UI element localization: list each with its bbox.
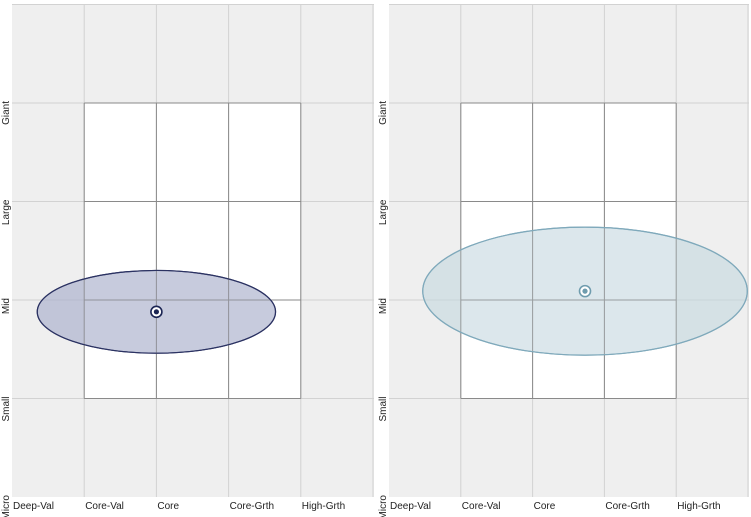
x-tick-label: Core-Grth: [605, 501, 649, 512]
y-tick-label: Micro: [1, 495, 12, 517]
y-tick-label: Small: [378, 397, 389, 422]
x-tick-label: Deep-Val: [390, 501, 431, 512]
style-box-chart-2: Deep-Val Core-Val Core Core-Grth High-Grth Mi…: [378, 4, 749, 517]
x-tick-label: Core: [157, 501, 179, 512]
y-tick-label: Giant: [378, 101, 389, 125]
x-tick-label: High-Grth: [677, 501, 720, 512]
x-tick-label: Core-Val: [85, 501, 124, 512]
x-tick-label: Deep-Val: [13, 501, 54, 512]
y-tick-label: Mid: [378, 298, 389, 314]
y-tick-label: Micro: [378, 495, 389, 517]
y-tick-label: Small: [1, 397, 12, 422]
x-tick-label: High-Grth: [302, 501, 345, 512]
style-box-chart-1: Deep-Val Core-Val Core Core-Grth High-Grth Mi…: [1, 4, 374, 517]
centroid-marker-dot: [582, 288, 588, 294]
y-tick-label: Large: [1, 199, 12, 225]
style-box-area: [460, 103, 677, 399]
centroid-marker-dot: [153, 309, 159, 315]
x-tick-label: Core: [534, 501, 556, 512]
y-tick-label: Mid: [1, 298, 12, 314]
x-tick-label: Core-Grth: [230, 501, 274, 512]
y-tick-label: Large: [378, 199, 389, 225]
style-box-area: [84, 103, 301, 399]
y-tick-label: Giant: [1, 101, 12, 125]
x-tick-label: Core-Val: [462, 501, 501, 512]
